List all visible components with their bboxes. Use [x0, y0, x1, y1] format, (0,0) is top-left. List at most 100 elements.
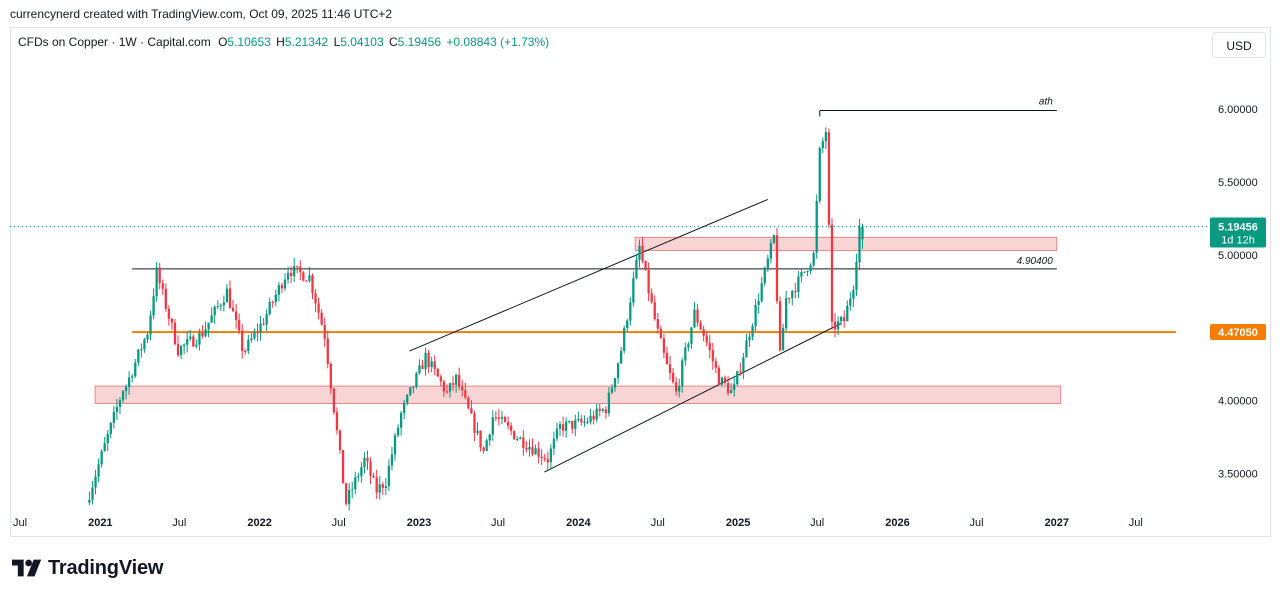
candle-body — [815, 200, 818, 253]
candle-body — [354, 477, 357, 490]
candle-body — [479, 430, 482, 448]
candle-body — [164, 288, 167, 309]
candle-body — [195, 344, 198, 347]
candle — [830, 218, 834, 330]
candle-body — [103, 443, 106, 452]
candle-body — [781, 328, 785, 351]
candle-body — [430, 361, 433, 367]
candle-body — [335, 412, 339, 431]
candle — [558, 421, 562, 437]
currency-button[interactable]: USD — [1212, 32, 1266, 58]
candle-body — [595, 408, 598, 420]
candle — [476, 422, 479, 436]
candles-layer — [88, 127, 864, 511]
candle-body — [509, 425, 513, 431]
candle-body — [684, 347, 687, 361]
candle — [461, 379, 464, 397]
candle-body — [757, 301, 760, 306]
candle-body — [516, 439, 519, 441]
x-tick-label: 2022 — [247, 517, 271, 529]
candle-body — [341, 450, 345, 484]
candle — [305, 279, 308, 282]
candle-body — [140, 349, 143, 351]
candle — [375, 469, 378, 499]
candle-body — [311, 275, 314, 294]
candle — [323, 317, 326, 348]
candle — [201, 325, 204, 339]
candle — [283, 273, 287, 291]
candle-body — [601, 409, 604, 411]
candle-body — [250, 338, 253, 340]
candle — [277, 282, 281, 302]
candle-body — [461, 386, 464, 391]
candle — [470, 399, 473, 414]
candle-body — [369, 461, 372, 476]
candle-body — [778, 301, 782, 351]
candle-body — [668, 364, 672, 373]
candle — [176, 335, 180, 358]
candle — [409, 387, 412, 397]
candle — [671, 367, 675, 385]
candle — [528, 439, 531, 457]
candle-body — [366, 457, 369, 462]
candle — [815, 194, 818, 259]
symbol-title[interactable]: CFDs on Copper · 1W · Capital.com — [18, 35, 211, 49]
x-tick-label: 2026 — [885, 517, 909, 529]
x-tick-label: 2027 — [1045, 517, 1069, 529]
candle-body — [730, 389, 733, 394]
candle-body — [268, 301, 271, 315]
candle-body — [555, 428, 559, 439]
candle — [418, 359, 421, 375]
candle-body — [415, 373, 418, 387]
candle — [320, 309, 323, 326]
candle — [546, 451, 549, 470]
candle-body — [736, 371, 739, 385]
candle — [726, 376, 730, 396]
candle-body — [384, 486, 387, 488]
candle-body — [513, 430, 516, 440]
candle-body — [812, 252, 815, 266]
candle — [372, 472, 375, 479]
candle-body — [522, 437, 525, 449]
candle-body — [192, 336, 195, 347]
candle-body — [424, 352, 427, 370]
candle-body — [421, 365, 424, 370]
candle-body — [222, 302, 226, 306]
candle — [574, 414, 577, 437]
candle-body — [785, 298, 788, 329]
candle-body — [464, 390, 467, 398]
candle — [262, 317, 265, 326]
candle — [222, 295, 226, 312]
candle — [736, 370, 739, 386]
candle-body — [577, 418, 580, 421]
tradingview-logo[interactable]: TradingView — [12, 557, 163, 579]
candle — [836, 316, 840, 336]
candle — [503, 415, 507, 423]
candle — [733, 376, 736, 397]
candle-body — [323, 324, 326, 339]
last-price-tag-text: 5.19456 — [1218, 221, 1258, 233]
x-tick-label: Jul — [13, 517, 27, 529]
candle-body — [91, 487, 94, 500]
candle — [378, 475, 381, 500]
candle-body — [393, 435, 397, 455]
candle-body — [613, 378, 617, 388]
candle-body — [88, 499, 91, 503]
candle — [595, 403, 598, 423]
candle-body — [723, 377, 727, 383]
candle-body — [742, 357, 745, 372]
candle — [491, 410, 494, 441]
x-tick-label: 2025 — [726, 517, 750, 529]
candle-body — [800, 271, 803, 277]
candle-body — [344, 483, 348, 504]
candle — [855, 253, 858, 296]
candle-body — [531, 447, 534, 455]
candle — [601, 407, 604, 413]
candle — [173, 319, 177, 346]
candle — [314, 289, 317, 313]
candle — [534, 444, 537, 455]
candle-body — [623, 328, 626, 351]
candle — [326, 330, 329, 369]
candle — [858, 218, 861, 270]
